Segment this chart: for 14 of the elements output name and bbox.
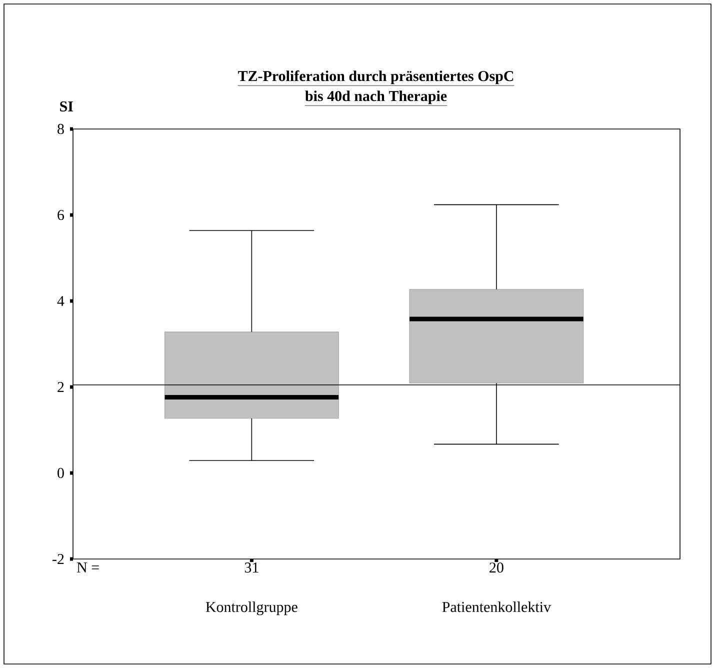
y-tick-label: 0: [58, 468, 64, 478]
y-tick-label: 6: [58, 210, 64, 220]
text: N =: [76, 562, 99, 572]
x-tick-label: Kontrollgruppe: [206, 602, 298, 616]
chart-subtitle: bis 40d nach Therapie: [305, 90, 447, 104]
y-tick-label: 8: [58, 124, 64, 134]
y-tick-label: 2: [58, 382, 64, 392]
text: 20: [490, 562, 504, 573]
y-tick-label: -2: [52, 554, 64, 564]
chart-title: TZ-Proliferation durch präsentiertes OspC: [238, 70, 514, 84]
y-tick-label: 4: [57, 296, 64, 306]
y-axis-title: SI: [60, 101, 73, 112]
x-tick-label: Patientenkollektiv: [442, 602, 552, 612]
text: 31: [244, 562, 258, 573]
